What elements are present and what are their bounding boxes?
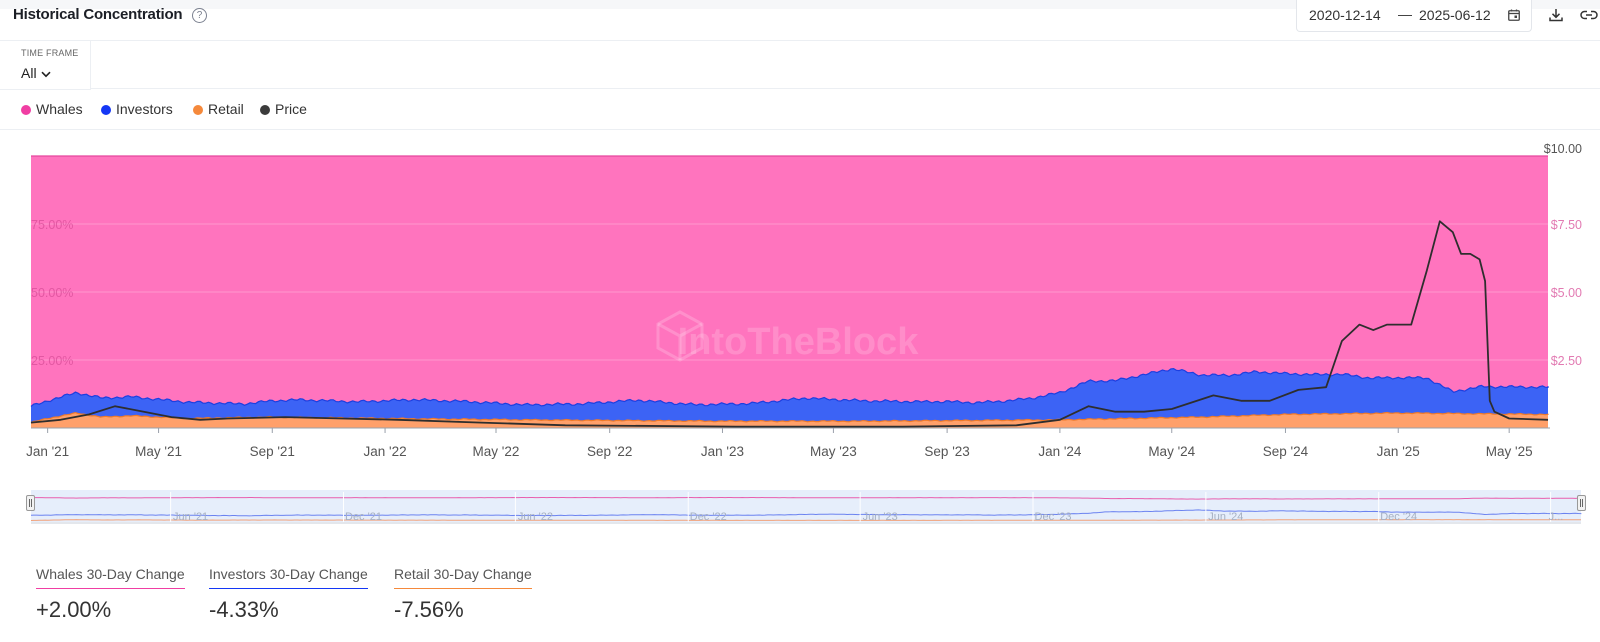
navigator-tick-label: Dec '22	[690, 511, 727, 523]
timeframe-dropdown[interactable]: All	[21, 65, 51, 81]
series-area-investors[interactable]	[31, 368, 1548, 428]
navigator-tick-label: Dec '21	[345, 511, 382, 523]
navigator-tick-label: J...	[1549, 511, 1564, 523]
divider	[90, 88, 1600, 89]
x-tick-label: Jan '25	[1377, 444, 1420, 459]
y-right-tick-label: $10.00	[1544, 142, 1582, 156]
navigator-handle-right[interactable]	[1577, 495, 1586, 511]
legend-label-whales: Whales	[36, 101, 83, 117]
series-line-investors	[30, 367, 1549, 407]
navigator-selection[interactable]	[31, 490, 1581, 522]
series-line-price[interactable]	[30, 220, 1549, 428]
navigator-tick-label: Dec '23	[1035, 511, 1072, 523]
x-tick-label: May '24	[1148, 444, 1195, 459]
legend-item-investors[interactable]: Investors	[101, 101, 173, 117]
calendar-icon[interactable]	[1508, 9, 1520, 21]
x-tick-label: Sep '24	[1263, 444, 1309, 459]
question-circle-icon[interactable]: ?	[192, 8, 207, 23]
timeframe-panel	[0, 40, 91, 90]
chevron-down-icon	[40, 71, 51, 78]
legend-label-investors: Investors	[116, 101, 173, 117]
timeframe-label: TIME FRAME	[21, 48, 79, 58]
watermark: IntoTheBlock	[678, 321, 920, 363]
series-area-retail[interactable]	[31, 412, 1548, 429]
date-to[interactable]: 2025-06-12	[1419, 7, 1491, 23]
investors-change-value: -4.33%	[209, 597, 279, 622]
x-tick-label: Sep '23	[924, 444, 969, 459]
x-tick-label: Jan '24	[1038, 444, 1082, 459]
x-tick-label: May '25	[1486, 444, 1533, 459]
link-icon[interactable]	[1580, 8, 1598, 22]
series-area-whales[interactable]	[31, 156, 1548, 428]
date-range-picker[interactable]: 2020-12-14 2025-06-12	[1296, 0, 1532, 32]
legend-dot-retail	[193, 105, 203, 115]
x-tick-label: Jan '21	[26, 444, 69, 459]
investors-change-card: Investors 30-Day Change -4.33%	[209, 566, 368, 623]
navigator-tick-label: Dec '24	[1380, 511, 1417, 523]
legend-item-whales[interactable]: Whales	[21, 101, 83, 117]
legend-label-price: Price	[275, 101, 307, 117]
whales-change-card: Whales 30-Day Change +2.00%	[36, 566, 185, 623]
y-right-tick-label: $5.00	[1551, 286, 1582, 300]
navigator-tick-label: Jun '23	[863, 511, 898, 523]
date-from[interactable]: 2020-12-14	[1309, 7, 1381, 23]
legend-dot-investors	[101, 105, 111, 115]
y-left-tick-label: 25.00%	[31, 354, 73, 368]
x-tick-label: Jan '22	[363, 444, 406, 459]
date-separator	[1398, 15, 1412, 16]
retail-change-value: -7.56%	[394, 597, 464, 622]
y-right-tick-label: $7.50	[1551, 218, 1582, 232]
legend-label-retail: Retail	[208, 101, 244, 117]
whales-change-label: Whales 30-Day Change	[36, 566, 185, 589]
concentration-chart[interactable]: IntoTheBlock 25.00% 50.00% 75.00% $2.50 $5.…	[0, 140, 1600, 480]
navigator-line-retail	[30, 519, 1582, 521]
y-left-tick-label: 75.00%	[31, 218, 73, 232]
timeframe-value: All	[21, 65, 37, 81]
header-bar	[0, 0, 1600, 41]
legend-item-price[interactable]: Price	[260, 101, 307, 117]
investors-change-label: Investors 30-Day Change	[209, 566, 368, 589]
navigator-tick-label: Jun '24	[1208, 511, 1243, 523]
legend-item-retail[interactable]: Retail	[193, 101, 244, 117]
legend: Whales Investors Retail Price	[0, 89, 1600, 130]
y-right-tick-label: $2.50	[1551, 354, 1582, 368]
x-tick-label: Sep '22	[587, 444, 632, 459]
whales-change-value: +2.00%	[36, 597, 112, 622]
navigator-line-investors	[30, 509, 1582, 517]
watermark-logo-icon	[656, 310, 704, 362]
x-tick-label: May '21	[135, 444, 182, 459]
navigator-tick-label: Jun '22	[518, 511, 553, 523]
download-icon[interactable]	[1548, 7, 1564, 23]
navigator-tick-label: Jun '21	[173, 511, 208, 523]
navigator-handle-left[interactable]	[26, 495, 35, 511]
x-tick-label: May '23	[810, 444, 857, 459]
retail-change-label: Retail 30-Day Change	[394, 566, 532, 589]
x-tick-label: May '22	[473, 444, 520, 459]
x-tick-label: Sep '21	[250, 444, 295, 459]
range-navigator[interactable]: Jun '21 Dec '21 Jun '22 Dec '22 Jun '23 Dec '…	[0, 490, 1600, 530]
retail-change-card: Retail 30-Day Change -7.56%	[394, 566, 532, 623]
navigator-line-whales	[30, 496, 1581, 500]
page-title: Historical Concentration	[13, 6, 183, 23]
x-tick-label: Jan '23	[701, 444, 744, 459]
legend-dot-whales	[21, 105, 31, 115]
y-left-tick-label: 50.00%	[31, 286, 73, 300]
top-strip	[0, 0, 1600, 9]
legend-dot-price	[260, 105, 270, 115]
